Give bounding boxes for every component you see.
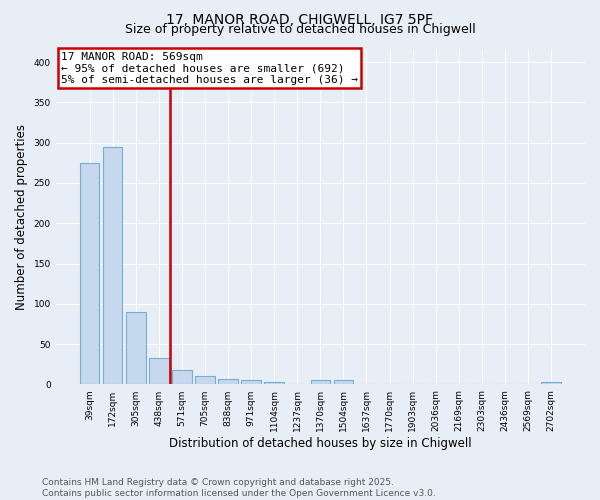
Bar — [80, 163, 100, 384]
Bar — [218, 379, 238, 384]
Bar — [541, 382, 561, 384]
Text: 17, MANOR ROAD, CHIGWELL, IG7 5PF: 17, MANOR ROAD, CHIGWELL, IG7 5PF — [167, 12, 433, 26]
X-axis label: Distribution of detached houses by size in Chigwell: Distribution of detached houses by size … — [169, 437, 472, 450]
Bar — [172, 370, 191, 384]
Y-axis label: Number of detached properties: Number of detached properties — [15, 124, 28, 310]
Bar — [149, 358, 169, 384]
Bar — [265, 382, 284, 384]
Bar — [103, 146, 122, 384]
Bar — [334, 380, 353, 384]
Text: Size of property relative to detached houses in Chigwell: Size of property relative to detached ho… — [125, 22, 475, 36]
Bar — [241, 380, 261, 384]
Bar — [126, 312, 146, 384]
Bar — [195, 376, 215, 384]
Text: 17 MANOR ROAD: 569sqm
← 95% of detached houses are smaller (692)
5% of semi-deta: 17 MANOR ROAD: 569sqm ← 95% of detached … — [61, 52, 358, 85]
Bar — [311, 380, 330, 384]
Text: Contains HM Land Registry data © Crown copyright and database right 2025.
Contai: Contains HM Land Registry data © Crown c… — [42, 478, 436, 498]
